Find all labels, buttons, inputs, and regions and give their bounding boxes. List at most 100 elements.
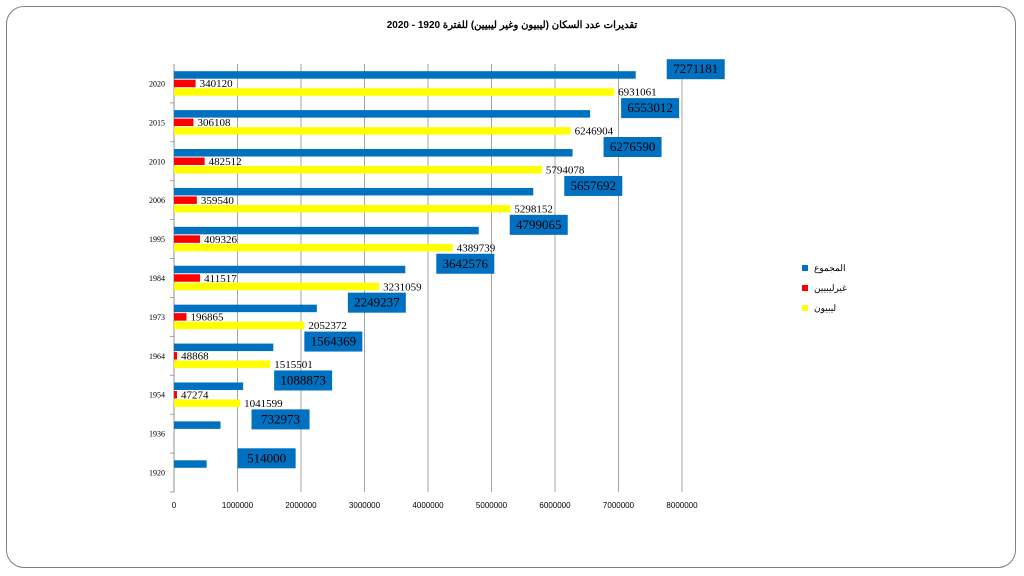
bar-total (174, 71, 636, 79)
slide-frame (6, 6, 1016, 568)
chart-legend: المجموع غيرليبيين ليبيون (802, 258, 847, 318)
data-label-total: 1564369 (311, 334, 357, 349)
category-label: 1973 (149, 313, 165, 322)
data-label-total: 732973 (261, 411, 300, 426)
x-tick-label: 0 (172, 501, 177, 510)
category-label: 2015 (149, 118, 165, 127)
data-label-non-libyans: 306108 (197, 117, 231, 129)
x-tick-label: 5000000 (476, 501, 508, 510)
x-tick-label: 8000000 (666, 501, 698, 510)
data-label-total: 6553012 (627, 100, 673, 115)
bar-libyans (174, 127, 571, 135)
x-tick-label: 6000000 (539, 501, 571, 510)
bar-libyans (174, 321, 305, 330)
bar-total (174, 304, 317, 313)
data-label-libyans: 5794078 (546, 165, 585, 177)
data-label-box (621, 98, 680, 119)
bar-libyans (174, 399, 241, 407)
category-label: 2006 (149, 196, 165, 205)
data-label-libyans: 1515501 (274, 359, 313, 371)
data-label-libyans: 6246904 (575, 126, 614, 138)
bar-non-libyans (174, 352, 178, 360)
data-label-non-libyans: 340120 (200, 78, 234, 90)
legend-label-total: المجموع (814, 262, 846, 273)
data-label-box (347, 292, 406, 313)
x-tick-label: 7000000 (603, 501, 635, 510)
data-label-box (603, 137, 662, 158)
bar-non-libyans (174, 118, 194, 127)
data-label-non-libyans: 359540 (201, 195, 235, 207)
bar-total (174, 226, 479, 235)
bar-non-libyans (174, 390, 178, 399)
data-label-box (237, 448, 296, 469)
bar-libyans (174, 204, 511, 213)
legend-label-libyans: ليبيون (814, 302, 837, 313)
data-label-box (564, 175, 623, 196)
data-label-non-libyans: 47274 (181, 389, 209, 401)
data-label-box (274, 370, 333, 391)
legend-item-libyans: ليبيون (802, 298, 847, 318)
bar-total (174, 149, 573, 157)
data-label-total: 7271181 (673, 61, 718, 76)
data-label-libyans: 2052372 (308, 320, 347, 332)
bar-libyans (174, 88, 615, 96)
x-tick-label: 4000000 (412, 501, 444, 510)
data-label-non-libyans: 48868 (181, 351, 209, 363)
data-label-libyans: 6931061 (618, 87, 657, 99)
category-label: 1920 (149, 469, 165, 478)
data-label-libyans: 4389739 (457, 242, 496, 254)
data-label-total: 6276590 (610, 139, 656, 154)
data-label-box (509, 214, 568, 235)
legend-swatch-non-libyans (802, 285, 808, 291)
legend-swatch-libyans (802, 305, 808, 311)
bar-total (174, 110, 591, 118)
data-label-box (251, 409, 310, 430)
data-label-non-libyans: 482512 (209, 156, 242, 168)
data-label-total: 1088873 (280, 372, 326, 387)
category-label: 1995 (149, 235, 165, 244)
bar-non-libyans (174, 274, 201, 282)
legend-item-non-libyans: غيرليبيين (802, 278, 847, 298)
bar-libyans (174, 166, 542, 174)
category-label: 1984 (149, 274, 165, 283)
x-tick-label: 1000000 (222, 501, 254, 510)
bar-non-libyans (174, 313, 187, 321)
bar-total (174, 187, 534, 196)
x-tick-label: 3000000 (349, 501, 381, 510)
data-label-total: 3642576 (443, 256, 489, 271)
category-label: 1954 (149, 391, 165, 400)
data-label-non-libyans: 411517 (204, 273, 237, 285)
bar-non-libyans (174, 196, 197, 204)
legend-item-total: المجموع (802, 258, 847, 278)
data-label-libyans: 5298152 (514, 203, 553, 215)
data-label-box (436, 253, 495, 274)
chart-title: تقديرات عدد السكان (ليبيون وغير ليبيين) … (386, 20, 638, 31)
bar-libyans (174, 282, 380, 291)
bar-total (174, 382, 244, 390)
data-label-total: 5657692 (571, 178, 617, 193)
data-label-total: 4799065 (516, 217, 562, 232)
bar-total (174, 460, 207, 468)
category-label: 1936 (149, 430, 165, 439)
bar-total (174, 343, 274, 352)
data-label-libyans: 3231059 (383, 281, 422, 293)
bar-total (174, 421, 221, 429)
x-tick-label: 2000000 (285, 501, 317, 510)
data-label-box (666, 59, 725, 80)
legend-label-non-libyans: غيرليبيين (814, 282, 847, 293)
category-label: 2020 (149, 79, 165, 88)
data-label-non-libyans: 409326 (204, 234, 238, 246)
bar-non-libyans (174, 157, 205, 166)
data-label-libyans: 1041599 (244, 398, 283, 410)
bar-total (174, 265, 406, 274)
data-label-box (304, 331, 363, 352)
bar-non-libyans (174, 235, 200, 243)
bar-non-libyans (174, 79, 196, 88)
data-label-total: 2249237 (354, 295, 400, 310)
data-label-total: 514000 (247, 450, 286, 465)
bar-libyans (174, 360, 271, 369)
data-label-non-libyans: 196865 (191, 312, 225, 324)
category-label: 2010 (149, 157, 165, 166)
category-label: 1964 (149, 352, 165, 361)
